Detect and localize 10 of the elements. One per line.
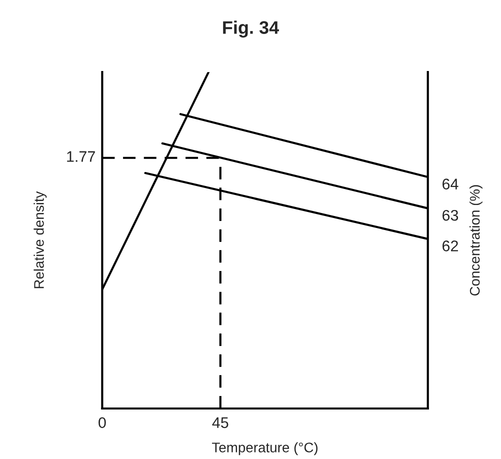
x-tick-label: 0 bbox=[98, 417, 106, 428]
x-axis-title: Temperature (°C) bbox=[212, 442, 318, 456]
series-label: 63 bbox=[442, 210, 458, 221]
series-label: 62 bbox=[442, 240, 458, 252]
y-axis-title: Relative density bbox=[34, 191, 47, 288]
series-label: 64 bbox=[442, 178, 458, 190]
text: 1.77 bbox=[67, 151, 95, 162]
x-tick-label: 45 bbox=[212, 417, 228, 428]
chart-title: Fig. 34 bbox=[223, 20, 279, 38]
y2-axis-title: Concentration (%) bbox=[470, 185, 482, 296]
